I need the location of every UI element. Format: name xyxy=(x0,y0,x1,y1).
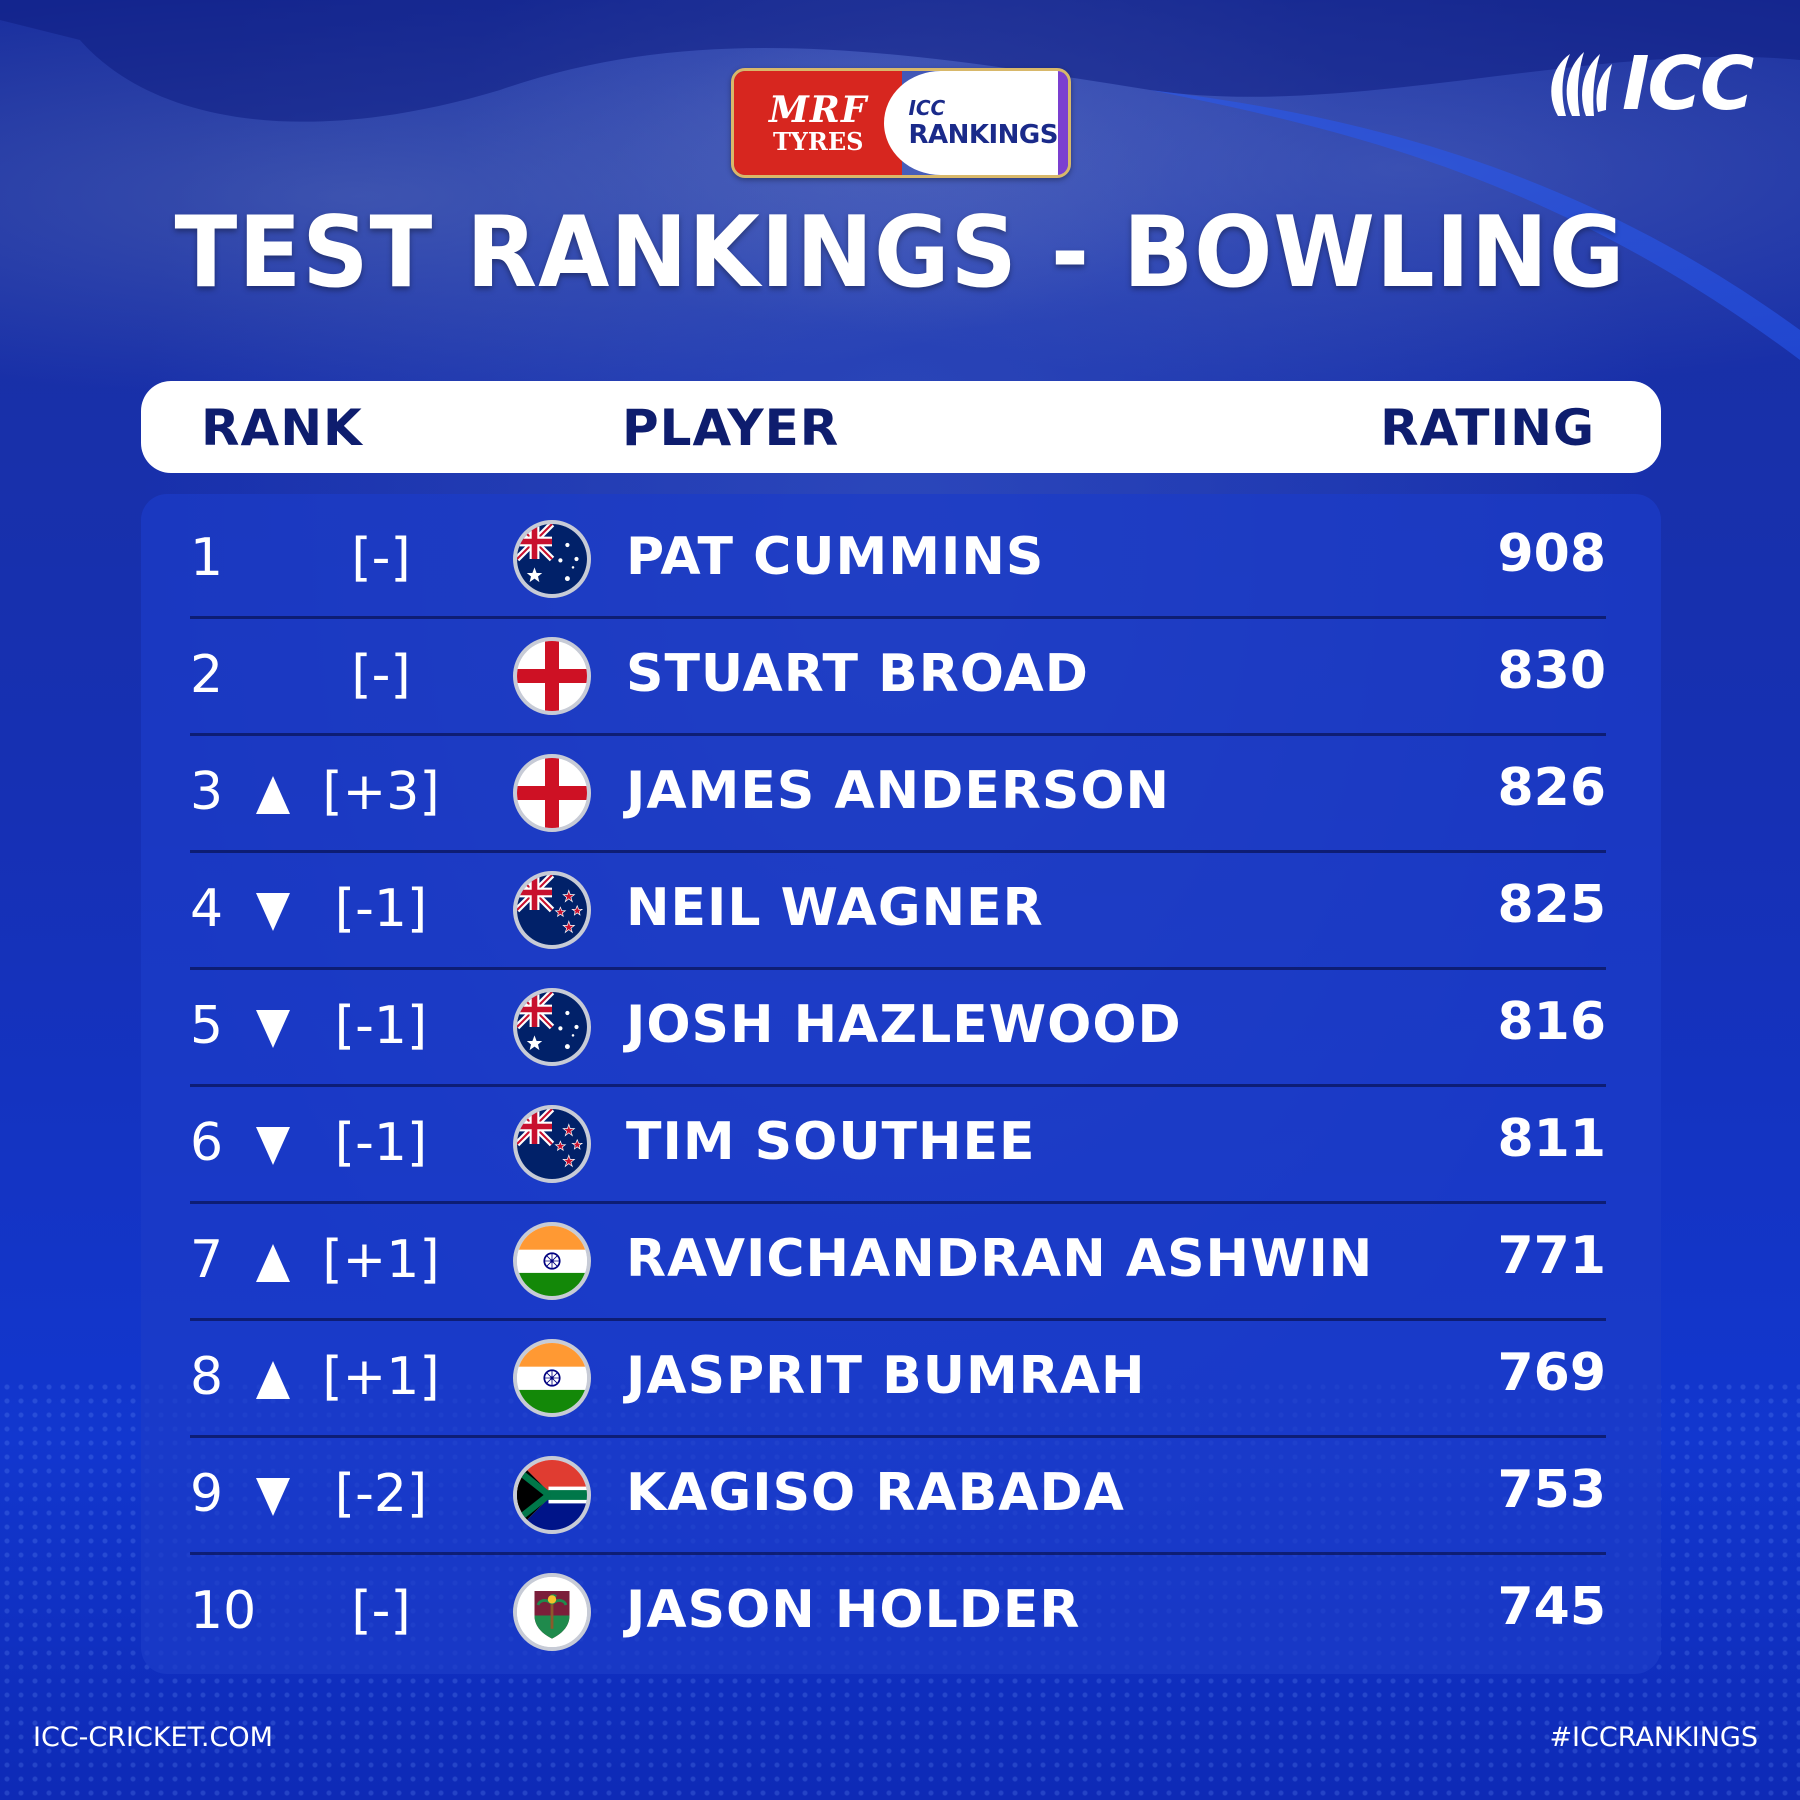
table-row: 6 [-1] TIM SOUTHEE 811 xyxy=(141,1087,1661,1204)
rank-change: [-1] xyxy=(334,1113,428,1173)
arrow-up-icon xyxy=(256,776,290,814)
arrow-down-icon xyxy=(256,1478,290,1516)
mrf-label: MRF xyxy=(769,89,868,131)
rank-number: 6 xyxy=(190,1113,224,1173)
table-row: 4 [-1] NEIL WAGNER 825 xyxy=(141,853,1661,970)
player-rating: 769 xyxy=(1497,1343,1606,1403)
row-divider xyxy=(190,1318,1606,1321)
rank-number: 7 xyxy=(190,1230,224,1290)
table-row: 7 [+1] RAVICHANDRAN ASHWIN 771 xyxy=(141,1204,1661,1321)
player-rating: 908 xyxy=(1497,524,1606,584)
column-header-rank: RANK xyxy=(201,399,363,457)
table-row: 5 [-1] JOSH HAZLEWOOD 816 xyxy=(141,970,1661,1087)
player-name: STUART BROAD xyxy=(626,644,1089,704)
player-name: PAT CUMMINS xyxy=(626,527,1045,587)
icc-ball-icon xyxy=(1551,52,1612,116)
table-row: 9 [-2] KAGISO RABADA 753 xyxy=(141,1438,1661,1555)
row-divider xyxy=(190,1084,1606,1087)
arrow-down-icon xyxy=(256,893,290,931)
rank-number: 2 xyxy=(190,645,224,705)
player-rating: 830 xyxy=(1497,641,1606,701)
rank-change: [-] xyxy=(351,528,411,588)
rankings-table: 1 [-] PAT CUMMINS 908 2 [-] STUART BROAD 830 3 [+… xyxy=(141,494,1661,1674)
rank-change: [+3] xyxy=(322,762,440,822)
player-name: JASON HOLDER xyxy=(626,1580,1081,1640)
column-header-rating: RATING xyxy=(1380,399,1595,457)
rank-number: 3 xyxy=(190,762,224,822)
badge-icc-label: ICC xyxy=(908,96,946,120)
rank-number: 9 xyxy=(190,1464,224,1524)
row-divider xyxy=(190,1552,1606,1555)
arrow-up-icon xyxy=(256,1361,290,1399)
rank-number: 4 xyxy=(190,879,224,939)
player-name: TIM SOUTHEE xyxy=(626,1112,1036,1172)
icc-logo-text: ICC xyxy=(1622,41,1754,127)
rank-change: [+1] xyxy=(322,1230,440,1290)
player-rating: 745 xyxy=(1497,1577,1606,1637)
arrow-down-icon xyxy=(256,1127,290,1165)
mrf-tyres-logo: MRF TYRES xyxy=(734,71,903,175)
india-flag-icon xyxy=(513,1222,591,1300)
page-title: TEST RANKINGS - BOWLING xyxy=(174,196,1626,310)
mrf-icc-rankings-badge: MRF TYRES ICC RANKINGS xyxy=(731,68,1071,178)
tyres-label: TYRES xyxy=(772,127,864,156)
row-divider xyxy=(190,616,1606,619)
badge-rankings-label: RANKINGS xyxy=(908,120,1058,150)
icc-rankings-logo: ICC RANKINGS xyxy=(884,71,1068,175)
player-name: JOSH HAZLEWOOD xyxy=(626,995,1182,1055)
row-divider xyxy=(190,1201,1606,1204)
row-divider xyxy=(190,733,1606,736)
west-indies-flag-icon xyxy=(513,1573,591,1651)
new-zealand-flag-icon xyxy=(513,1105,591,1183)
player-name: KAGISO RABADA xyxy=(626,1463,1125,1523)
india-flag-icon xyxy=(513,1339,591,1417)
table-row: 8 [+1] JASPRIT BUMRAH 769 xyxy=(141,1321,1661,1438)
rank-change: [-1] xyxy=(334,879,428,939)
player-rating: 811 xyxy=(1497,1109,1606,1169)
rank-number: 5 xyxy=(190,996,224,1056)
australia-flag-icon xyxy=(513,988,591,1066)
hashtag-label: #ICCRANKINGS xyxy=(1549,1722,1758,1753)
row-divider xyxy=(190,850,1606,853)
player-rating: 771 xyxy=(1497,1226,1606,1286)
rank-change: [-1] xyxy=(334,996,428,1056)
table-row: 1 [-] PAT CUMMINS 908 xyxy=(141,502,1661,619)
column-header-player: PLAYER xyxy=(622,399,840,457)
player-rating: 816 xyxy=(1497,992,1606,1052)
rank-number: 8 xyxy=(190,1347,224,1407)
player-rating: 753 xyxy=(1497,1460,1606,1520)
rank-number: 10 xyxy=(190,1581,257,1641)
rank-change: [-] xyxy=(351,1581,411,1641)
new-zealand-flag-icon xyxy=(513,871,591,949)
icc-logo: ICC xyxy=(1540,41,1754,127)
australia-flag-icon xyxy=(513,520,591,598)
row-divider xyxy=(190,967,1606,970)
player-rating: 826 xyxy=(1497,758,1606,818)
arrow-down-icon xyxy=(256,1010,290,1048)
table-row: 2 [-] STUART BROAD 830 xyxy=(141,619,1661,736)
england-flag-icon xyxy=(513,754,591,832)
background-swoosh xyxy=(0,0,1800,360)
table-header: RANK PLAYER RATING xyxy=(141,381,1661,473)
table-row: 3 [+3] JAMES ANDERSON 826 xyxy=(141,736,1661,853)
rank-change: [-2] xyxy=(334,1464,428,1524)
player-name: JASPRIT BUMRAH xyxy=(626,1346,1146,1406)
south-africa-flag-icon xyxy=(513,1456,591,1534)
row-divider xyxy=(190,1435,1606,1438)
rank-change: [+1] xyxy=(322,1347,440,1407)
rank-number: 1 xyxy=(190,528,224,588)
player-rating: 825 xyxy=(1497,875,1606,935)
website-label: ICC-CRICKET.COM xyxy=(33,1722,273,1753)
table-row: 10 [-] JASON HOLDER 745 xyxy=(141,1555,1661,1672)
player-name: JAMES ANDERSON xyxy=(626,761,1171,821)
rank-change: [-] xyxy=(351,645,411,705)
player-name: NEIL WAGNER xyxy=(626,878,1044,938)
player-name: RAVICHANDRAN ASHWIN xyxy=(626,1229,1374,1289)
england-flag-icon xyxy=(513,637,591,715)
arrow-up-icon xyxy=(256,1244,290,1282)
